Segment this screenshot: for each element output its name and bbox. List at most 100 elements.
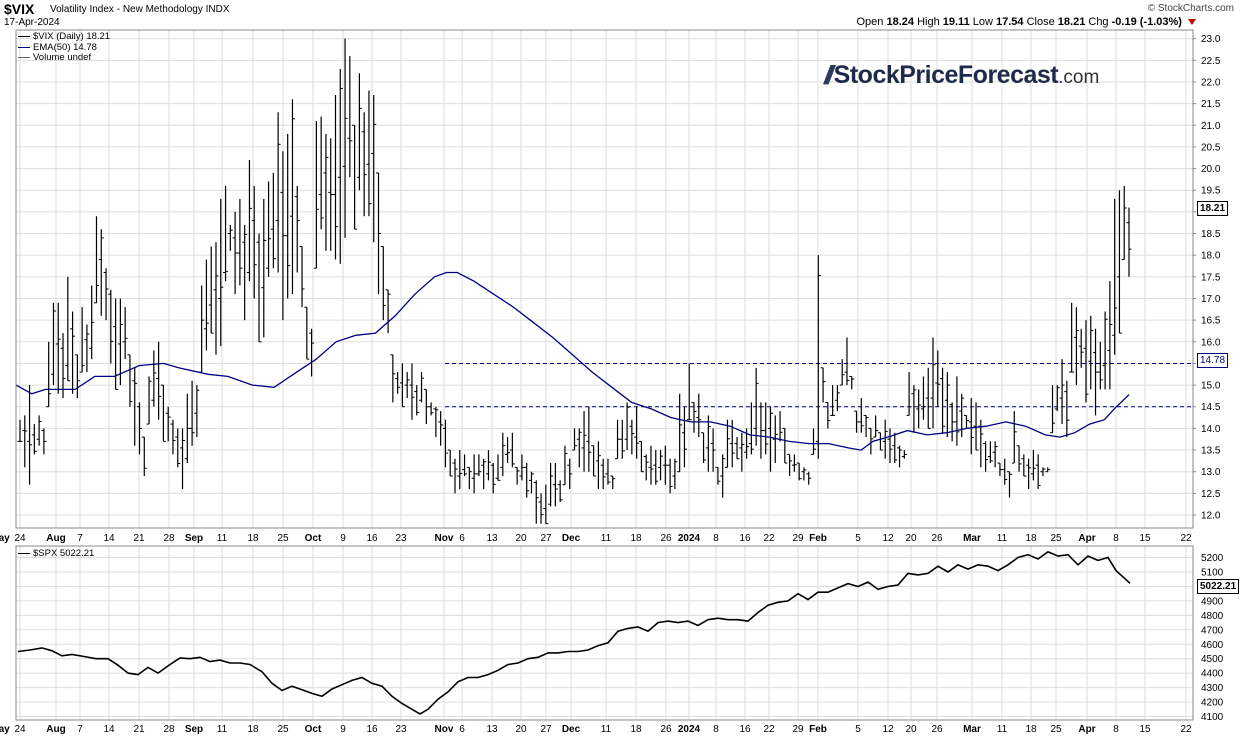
x-tick-label: 8 — [713, 533, 719, 544]
y-tick-label: 17.5 — [1201, 272, 1221, 283]
x-tick-label: 8 — [1113, 533, 1119, 544]
x-tick-label: May — [0, 533, 10, 544]
ema-line-group — [15, 271, 1130, 451]
x-tick-label: 18 — [247, 533, 259, 544]
y-tick-label: 5100 — [1201, 568, 1224, 579]
watermark-text: StockPriceForecast — [833, 61, 1059, 89]
x-tick-label: 16 — [739, 724, 751, 735]
x-tick-label: 26 — [931, 724, 943, 735]
x-tick-label: 9 — [340, 533, 346, 544]
x-tick-label: 21 — [133, 724, 145, 735]
y-tick-label: 4100 — [1201, 712, 1224, 723]
y-tick-label: 16.0 — [1201, 337, 1221, 348]
open-label: Open — [856, 16, 884, 28]
legend-volume-label: Volume undef — [33, 52, 92, 63]
x-tick-label: May — [0, 724, 10, 735]
y-tick-label: 4300 — [1201, 683, 1224, 694]
x-tick-label: Sep — [185, 533, 203, 544]
x-tick-label: 14 — [103, 724, 115, 735]
down-arrow-icon — [1188, 19, 1196, 26]
x-tick-label: 5 — [855, 724, 861, 735]
y-tick-label: 15.0 — [1201, 381, 1221, 392]
y-tick-label: 5200 — [1201, 553, 1224, 564]
x-tick-label: Nov — [435, 533, 454, 544]
x-tick-label: 15 — [1139, 724, 1151, 735]
x-tick-label: 25 — [277, 533, 289, 544]
x-tick-label: 18 — [247, 724, 259, 735]
x-tick-label: 13 — [486, 724, 498, 735]
spx-y-axis: 5200510050004900480047004600450044004300… — [1201, 553, 1224, 723]
spx-x-axis: 24 Aug 7 14 21 28 Sep 11 18 25 Oct 9 16 23 Nov 6 13 20 27 D… — [0, 724, 1192, 735]
x-tick-label: Mar — [963, 533, 981, 544]
x-tick-label: 28 — [163, 724, 175, 735]
watermark-logo: ///StockPriceForecast.com — [824, 60, 1099, 91]
low-value: 17.54 — [996, 16, 1024, 28]
high-label: High — [917, 16, 940, 28]
x-tick-label: 6 — [459, 724, 465, 735]
y-tick-label: 18.0 — [1201, 251, 1221, 262]
x-tick-label: 18 — [630, 533, 642, 544]
x-tick-label: Sep — [185, 724, 203, 735]
legend-vix-label: $VIX (Daily) 18.21 — [33, 31, 111, 42]
vix-panel-grid — [16, 30, 1193, 528]
vix-x-axis: 24 Aug 7 14 21 28 Sep 11 18 25 Oct 9 16 23 Nov 6 13 20 27 D… — [0, 533, 1192, 544]
x-tick-label: 18 — [1025, 533, 1037, 544]
open-value: 18.24 — [886, 16, 915, 28]
x-tick-label: 16 — [739, 533, 751, 544]
chg-value: -0.19 (-1.03%) — [1111, 16, 1182, 28]
logo-slashes-icon: /// — [824, 60, 833, 90]
legend-spx-label: $SPX 5022.21 — [33, 548, 95, 559]
y-tick-label: 19.5 — [1201, 186, 1221, 197]
x-tick-label: 22 — [763, 533, 775, 544]
x-tick-label: Dec — [562, 533, 581, 544]
x-tick-label: Apr — [1078, 533, 1095, 544]
x-tick-label: 13 — [486, 533, 498, 544]
legend-ema: EMA(50) 14.78 — [18, 42, 97, 53]
y-tick-label: 4600 — [1201, 640, 1224, 651]
ema-last-value-tag: 14.78 — [1197, 353, 1229, 368]
x-tick-label: 16 — [366, 533, 378, 544]
legend-vix: $VIX (Daily) 18.21 — [18, 31, 110, 42]
x-tick-label: 24 — [14, 533, 26, 544]
y-tick-label: 20.0 — [1201, 164, 1221, 175]
source-credit[interactable]: © StockCharts.com — [1147, 3, 1234, 14]
x-tick-label: Oct — [305, 724, 322, 735]
legend-line-icon — [18, 46, 30, 48]
vix-last-value-tag: 18.21 — [1197, 201, 1229, 216]
x-tick-label: 18 — [630, 724, 642, 735]
x-tick-label: 22 — [1180, 724, 1192, 735]
x-tick-label: 29 — [792, 724, 804, 735]
y-tick-label: 4500 — [1201, 654, 1224, 665]
x-tick-label: 8 — [713, 724, 719, 735]
x-tick-label: 7 — [77, 533, 83, 544]
legend-line-icon — [18, 552, 30, 554]
x-tick-label: Aug — [46, 724, 65, 735]
x-tick-label: 25 — [277, 724, 289, 735]
x-tick-label: 26 — [660, 724, 672, 735]
x-tick-label: 27 — [540, 724, 552, 735]
x-tick-label: Dec — [562, 724, 581, 735]
x-tick-label: Nov — [435, 724, 454, 735]
x-tick-label: 11 — [601, 533, 612, 544]
y-tick-label: 23.0 — [1201, 34, 1221, 45]
x-tick-label: 12 — [882, 724, 894, 735]
x-tick-label: 16 — [366, 724, 378, 735]
x-tick-label: 18 — [1025, 724, 1037, 735]
x-tick-label: 20 — [515, 533, 527, 544]
x-tick-label: 22 — [763, 724, 775, 735]
bar-chart-icon — [18, 56, 30, 58]
vix-panel-frame — [15, 29, 1194, 529]
x-tick-label: Mar — [963, 724, 981, 735]
x-tick-label: 24 — [14, 724, 26, 735]
x-tick-label: 22 — [1180, 533, 1192, 544]
x-tick-label: 14 — [103, 533, 115, 544]
legend-spx: $SPX 5022.21 — [18, 548, 94, 559]
x-tick-label: 8 — [1113, 724, 1119, 735]
y-tick-label: 4700 — [1201, 625, 1224, 636]
x-tick-label: 2024 — [678, 724, 701, 735]
y-tick-label: 14.0 — [1201, 424, 1221, 435]
x-tick-label: Oct — [305, 533, 322, 544]
y-tick-label: 4200 — [1201, 698, 1224, 709]
y-tick-label: 13.5 — [1201, 446, 1221, 457]
low-label: Low — [972, 16, 993, 28]
